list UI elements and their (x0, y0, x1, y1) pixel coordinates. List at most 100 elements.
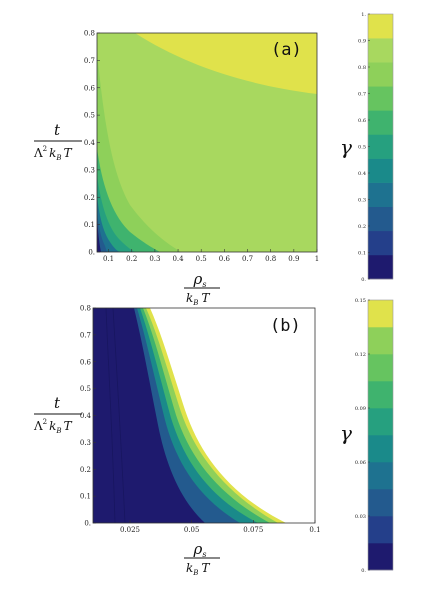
colorbar-a-tick-label: 0.9 (358, 39, 366, 45)
xlabel-b: ρs kB T (184, 540, 220, 577)
heatmap-a-region-top (135, 33, 317, 94)
colorbar-a-swatch (368, 230, 393, 256)
axes-b-ytick-label: 0.6 (80, 358, 92, 366)
ylabel-b: t Λ2 kB T (33, 394, 82, 435)
axes-a-xtick-label: 1 (315, 255, 319, 263)
ylabel-a-denominator: Λ2 kB T (33, 145, 73, 162)
colorbar-b-swatch (368, 381, 393, 409)
axes-a-xtick-label: 0.5 (196, 255, 207, 263)
axes-a-xtick-label: 0.2 (126, 255, 137, 263)
ylabel-b-denominator: Λ2 kB T (33, 418, 73, 435)
axes-b-ytick-label: 0.1 (80, 493, 91, 501)
colorbar-b-tick-label: 0.06 (355, 460, 366, 466)
colorbar-b-swatch (368, 543, 393, 571)
colorbar-b-swatch (368, 462, 393, 490)
heatmap-b-contour-1 (105, 308, 116, 523)
heatmap-a-region-band2 (97, 148, 160, 252)
axes-b-ytick-label: 0.4 (80, 412, 92, 420)
axes-b-ytick-label: 0.7 (80, 331, 91, 339)
axes-b-ytick-label: 0.8 (80, 305, 91, 313)
colorbar-a-tick-label: 0.4 (358, 171, 366, 177)
colorbar-b-swatch (368, 408, 393, 436)
colorbar-a-tick-label: 0. (361, 277, 366, 283)
colorbar-a-swatch (368, 182, 393, 208)
colorbar-a-label: γ (340, 135, 352, 159)
axes-b-xtick-label: 0.1 (309, 526, 320, 534)
colorbar-a-swatch (368, 206, 393, 232)
panel-a: 0.1 0.2 0.3 0.4 0.5 0.6 0.7 0.8 0.9 1 0. 0.1 0.2 0.3 0… (33, 12, 394, 307)
axes-a-ytick-label: 0.8 (84, 30, 95, 38)
colorbar-a-tick-label: 0.1 (358, 251, 366, 257)
colorbar-a-swatch (368, 86, 393, 111)
heatmap-a-region-band5 (97, 208, 107, 252)
colorbar-b-swatch (368, 435, 393, 463)
xlabel-b-numerator: ρs (193, 540, 207, 559)
axes-a-xtick-label: 0.6 (219, 255, 231, 263)
heatmap-a-region-band3 (97, 175, 135, 252)
colorbar-b: 0. 0.03 0.06 0.09 0.12 0.15 (355, 298, 394, 574)
axes-a-xtick-label: 0.1 (103, 255, 114, 263)
colorbar-b-tick-label: 0.03 (355, 514, 366, 520)
axes-a-xtick-label: 0.9 (288, 255, 299, 263)
heatmap-a-region-band6 (97, 218, 101, 252)
xlabel-a: ρs kB T (184, 270, 220, 307)
colorbar-a-tick-label: 0.8 (358, 65, 366, 71)
axes-a-xtick-label: 0.3 (149, 255, 160, 263)
heatmap-a-region-band4 (97, 195, 120, 252)
colorbar-b-tick-label: 0.12 (355, 352, 366, 358)
axes-a-ytick-label: 0.6 (84, 84, 96, 92)
axes-b-ytick-label: 0. (84, 520, 91, 528)
colorbar-a-swatch (368, 62, 393, 87)
colorbar-a-tick-label: 0.5 (358, 145, 366, 151)
colorbar-a-swatch (368, 14, 393, 39)
colorbar-b-swatch (368, 516, 393, 544)
xlabel-a-denominator: kB T (186, 291, 210, 307)
heatmap-b-regions (93, 308, 315, 523)
axes-a-ytick-label: 0.1 (84, 221, 95, 229)
colorbar-a-swatch (368, 254, 393, 280)
axes-b-ytick-label: 0.5 (80, 385, 91, 393)
heatmap-b-contour-2 (112, 308, 126, 523)
colorbar-b-swatch (368, 327, 393, 355)
axes-b-xtick-label: 0.025 (120, 526, 140, 534)
axes-a-xtick-label: 0.8 (265, 255, 276, 263)
colorbar-a-swatch (368, 134, 393, 159)
colorbar-b-frame (367, 299, 394, 571)
heatmap-a-region-band1 (97, 52, 181, 252)
colorbar-a-tick-label: 0.7 (358, 92, 366, 98)
colorbar-b-tick-label: 0. (361, 568, 366, 574)
panel-b: 0.025 0.05 0.075 0.1 0. 0.1 0.2 0.3 0.4 0.5 0.6 0.7… (33, 298, 394, 577)
xlabel-a-numerator: ρs (193, 270, 207, 289)
axes-a-ticks: 0.1 0.2 0.3 0.4 0.5 0.6 0.7 0.8 0.9 1 0. 0.1 0.2 0.3 0… (84, 30, 319, 264)
axes-a-ytick-label: 0. (88, 249, 95, 257)
colorbar-a-swatch (368, 158, 393, 183)
ylabel-b-numerator: t (54, 394, 61, 412)
colorbar-a-swatch (368, 38, 393, 63)
colorbar-b-tick-label: 0.09 (355, 406, 366, 412)
axes-b-ytick-label: 0.3 (80, 439, 91, 447)
axes-a-ytick-label: 0.7 (84, 57, 95, 65)
ylabel-a-numerator: t (54, 121, 61, 139)
colorbar-b-swatch (368, 300, 393, 328)
colorbar-b-swatch (368, 489, 393, 517)
colorbar-a-tick-label: 1. (361, 12, 366, 18)
panel-label-a: (a) (271, 40, 302, 60)
heatmap-b-region-band-darkblue (93, 308, 205, 523)
axes-a-ytick-label: 0.2 (84, 194, 95, 202)
xlabel-b-denominator: kB T (186, 561, 210, 577)
axes-a-ytick-label: 0.3 (84, 166, 95, 174)
colorbar-a-tick-label: 0.2 (358, 224, 366, 230)
colorbar-b-label: γ (340, 421, 352, 445)
panel-label-b: (b) (270, 316, 301, 336)
heatmap-a-regions (97, 33, 317, 252)
axes-b-ticks: 0.025 0.05 0.075 0.1 0. 0.1 0.2 0.3 0.4 0.5 0.6 0.7… (80, 305, 321, 535)
colorbar-a-tick-label: 0.6 (358, 118, 366, 124)
colorbar-b-tick-label: 0.15 (355, 298, 366, 304)
colorbar-a: 0. 0.1 0.2 0.3 0.4 0.5 0.6 0.7 0.8 0.9 1. (358, 12, 394, 283)
axes-b-xtick-label: 0.05 (184, 526, 200, 534)
axes-b-ytick-label: 0.2 (80, 466, 91, 474)
colorbar-b-swatch (368, 354, 393, 382)
colorbar-a-swatch (368, 110, 393, 135)
axes-a-ytick-label: 0.5 (84, 112, 95, 120)
